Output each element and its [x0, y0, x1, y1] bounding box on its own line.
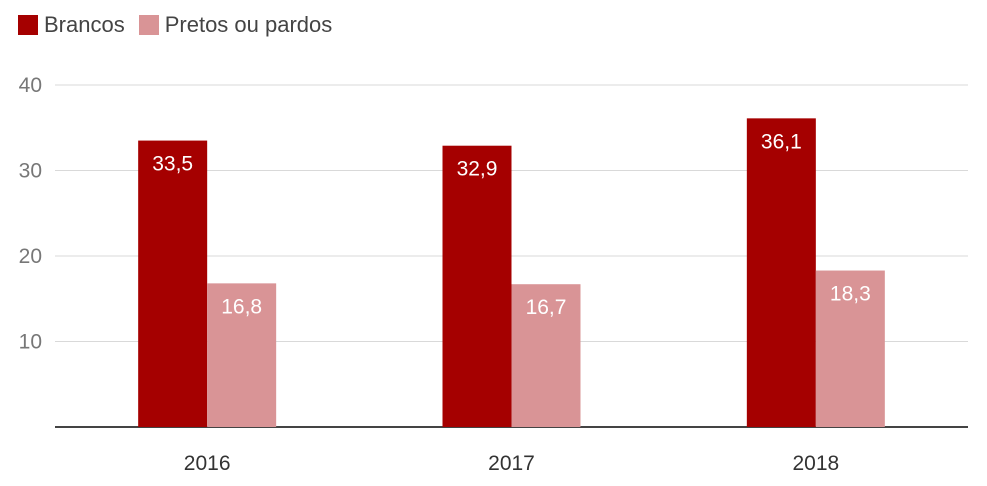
legend-label-pretos-ou-pardos: Pretos ou pardos	[164, 12, 333, 37]
data-label-pretos-ou-pardos-2017: 16,7	[526, 296, 567, 319]
legend-item-pretos-ou-pardos: Pretos ou pardos	[138, 12, 333, 38]
bar-pretos-ou-pardos-2017	[511, 284, 581, 427]
y-tick-label-40: 40	[19, 74, 42, 97]
bar-brancos-2016	[138, 140, 208, 427]
legend-swatch-pretos-ou-pardos	[138, 15, 159, 35]
x-axis-categories: 2016 2017 2018	[184, 452, 839, 475]
bar-brancos-2018	[746, 118, 816, 427]
data-label-brancos-2016: 33,5	[152, 153, 193, 176]
data-label-brancos-2018: 36,1	[761, 130, 802, 153]
legend-label-brancos: Brancos	[44, 12, 125, 37]
data-label-pretos-ou-pardos-2018: 18,3	[830, 283, 871, 306]
bar-brancos-2017	[442, 145, 512, 427]
data-label-brancos-2017: 32,9	[457, 158, 498, 181]
x-category-label-2018: 2018	[792, 452, 839, 475]
y-axis-ticks: 10 20 30 40	[19, 74, 42, 354]
y-tick-label-10: 10	[19, 331, 42, 354]
y-tick-label-20: 20	[19, 245, 42, 268]
y-tick-label-30: 30	[19, 160, 42, 183]
x-category-label-2016: 2016	[184, 452, 231, 475]
data-label-pretos-ou-pardos-2016: 16,8	[221, 295, 262, 318]
bar-pretos-ou-pardos-2016	[207, 283, 277, 427]
legend-item-brancos: Brancos	[18, 12, 125, 38]
legend: Brancos Pretos ou pardos	[18, 12, 332, 38]
bars: 33,5 16,8 32,9 16,7 36,1 18,3	[138, 118, 885, 427]
x-category-label-2017: 2017	[488, 452, 535, 475]
bar-pretos-ou-pardos-2018	[815, 270, 885, 427]
legend-swatch-brancos	[18, 15, 38, 35]
